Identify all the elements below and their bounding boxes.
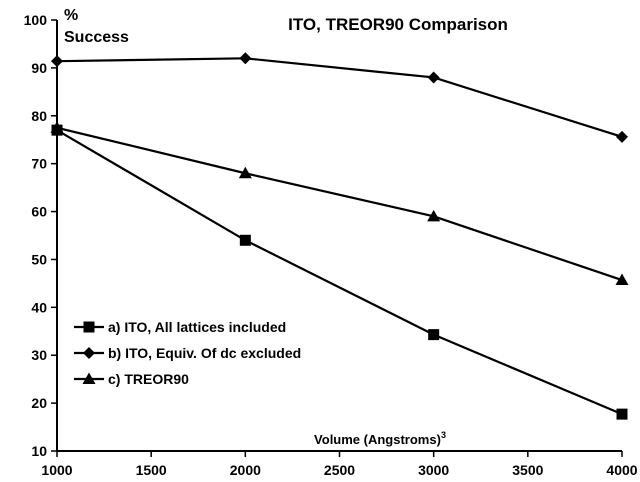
y-tick-label: 80 [31,108,47,124]
x-tick-label: 3500 [512,462,543,478]
y-tick-label: 40 [31,299,47,315]
x-tick-label: 1500 [136,462,167,478]
data-point [616,408,628,420]
y-tick-label: 60 [31,204,47,220]
y-tick-label: 100 [24,12,48,28]
y-axis-label-line2: Success [64,29,129,46]
x-axis-label: Volume (Angstroms)3 [314,430,446,447]
data-point [615,273,629,286]
y-tick-label: 50 [31,251,47,267]
legend-marker [83,347,95,359]
y-tick-label: 20 [31,395,47,411]
data-point [427,209,441,222]
data-point [427,71,440,84]
axes: 10 20 30 40 50 60 70 80 90 100 1000 1500 2000 2500 300… [24,12,638,478]
y-tick-label: 90 [31,60,47,76]
series-layer [50,52,629,420]
legend-label: b) ITO, Equiv. Of dc excluded [108,345,301,361]
legend-entry-2: c) TREOR90 [74,371,189,387]
y-tick-label: 70 [31,156,47,172]
data-point [239,52,252,65]
legend-entry-0: a) ITO, All lattices included [74,319,286,335]
data-point [239,234,251,246]
legend-marker [83,321,95,333]
x-tick-label: 1000 [41,462,72,478]
x-tick-label: 4000 [606,462,637,478]
legend-marker [82,372,96,384]
series-line [56,126,623,282]
y-tick-label: 10 [31,443,47,459]
series-1 [51,52,628,143]
x-tick-label: 2500 [324,462,355,478]
legend-label: a) ITO, All lattices included [108,319,286,335]
series-2 [50,121,629,286]
data-point [51,55,63,68]
y-axis-label-line1: % [64,7,78,24]
legend-entry-1: b) ITO, Equiv. Of dc excluded [74,345,301,361]
series-line [56,57,623,138]
data-point [238,166,252,179]
x-tick-label: 2000 [230,462,261,478]
legend-label: c) TREOR90 [108,371,189,387]
legend: a) ITO, All lattices included b) ITO, Equ… [74,319,301,387]
chart-title: ITO, TREOR90 Comparison [288,15,508,34]
data-point [428,329,440,341]
data-point [50,121,64,133]
x-tick-label: 3000 [418,462,449,478]
data-point [616,130,628,143]
series-line [56,129,623,416]
y-tick-label: 30 [31,347,47,363]
